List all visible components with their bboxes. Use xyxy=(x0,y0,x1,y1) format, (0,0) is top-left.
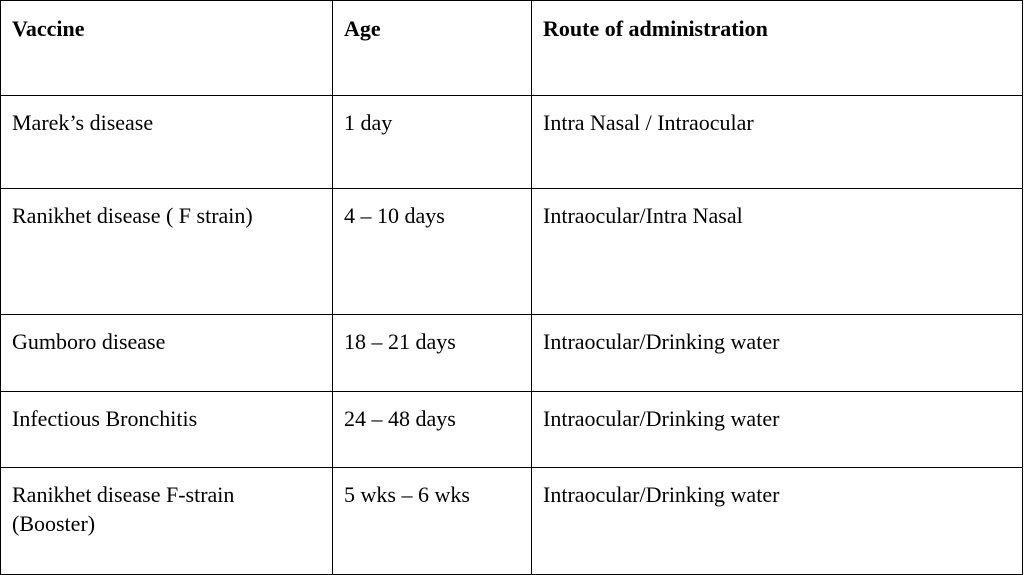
cell-vaccine: Ranikhet disease F-strain (Booster) xyxy=(0,467,333,575)
cell-age: 5 wks – 6 wks xyxy=(332,467,532,575)
table-row: Gumboro disease 18 – 21 days Intraocular… xyxy=(0,314,1023,392)
table-row: Infectious Bronchitis 24 – 48 days Intra… xyxy=(0,391,1023,468)
table-row: Ranikhet disease F-strain (Booster) 5 wk… xyxy=(0,467,1023,575)
cell-age: 18 – 21 days xyxy=(332,314,532,392)
cell-vaccine: Gumboro disease xyxy=(0,314,333,392)
cell-vaccine: Marek’s disease xyxy=(0,95,333,189)
cell-age: 24 – 48 days xyxy=(332,391,532,468)
table-row: Ranikhet disease ( F strain) 4 – 10 days… xyxy=(0,188,1023,315)
cell-age: 1 day xyxy=(332,95,532,189)
cell-route: Intraocular/Drinking water xyxy=(531,467,1023,575)
header-age: Age xyxy=(332,0,532,96)
header-route: Route of administration xyxy=(531,0,1023,96)
header-vaccine: Vaccine xyxy=(0,0,333,96)
table-row: Marek’s disease 1 day Intra Nasal / Intr… xyxy=(0,95,1023,189)
cell-route: Intraocular/Drinking water xyxy=(531,391,1023,468)
cell-age: 4 – 10 days xyxy=(332,188,532,315)
cell-route: Intra Nasal / Intraocular xyxy=(531,95,1023,189)
cell-route: Intraocular/Drinking water xyxy=(531,314,1023,392)
cell-route: Intraocular/Intra Nasal xyxy=(531,188,1023,315)
cell-vaccine: Ranikhet disease ( F strain) xyxy=(0,188,333,315)
cell-vaccine: Infectious Bronchitis xyxy=(0,391,333,468)
table-header-row: Vaccine Age Route of administration xyxy=(0,0,1023,96)
